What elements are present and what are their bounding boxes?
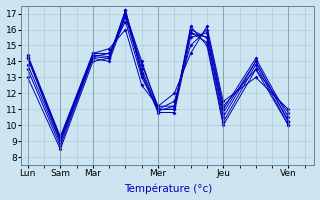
X-axis label: Température (°c): Température (°c) — [124, 184, 212, 194]
